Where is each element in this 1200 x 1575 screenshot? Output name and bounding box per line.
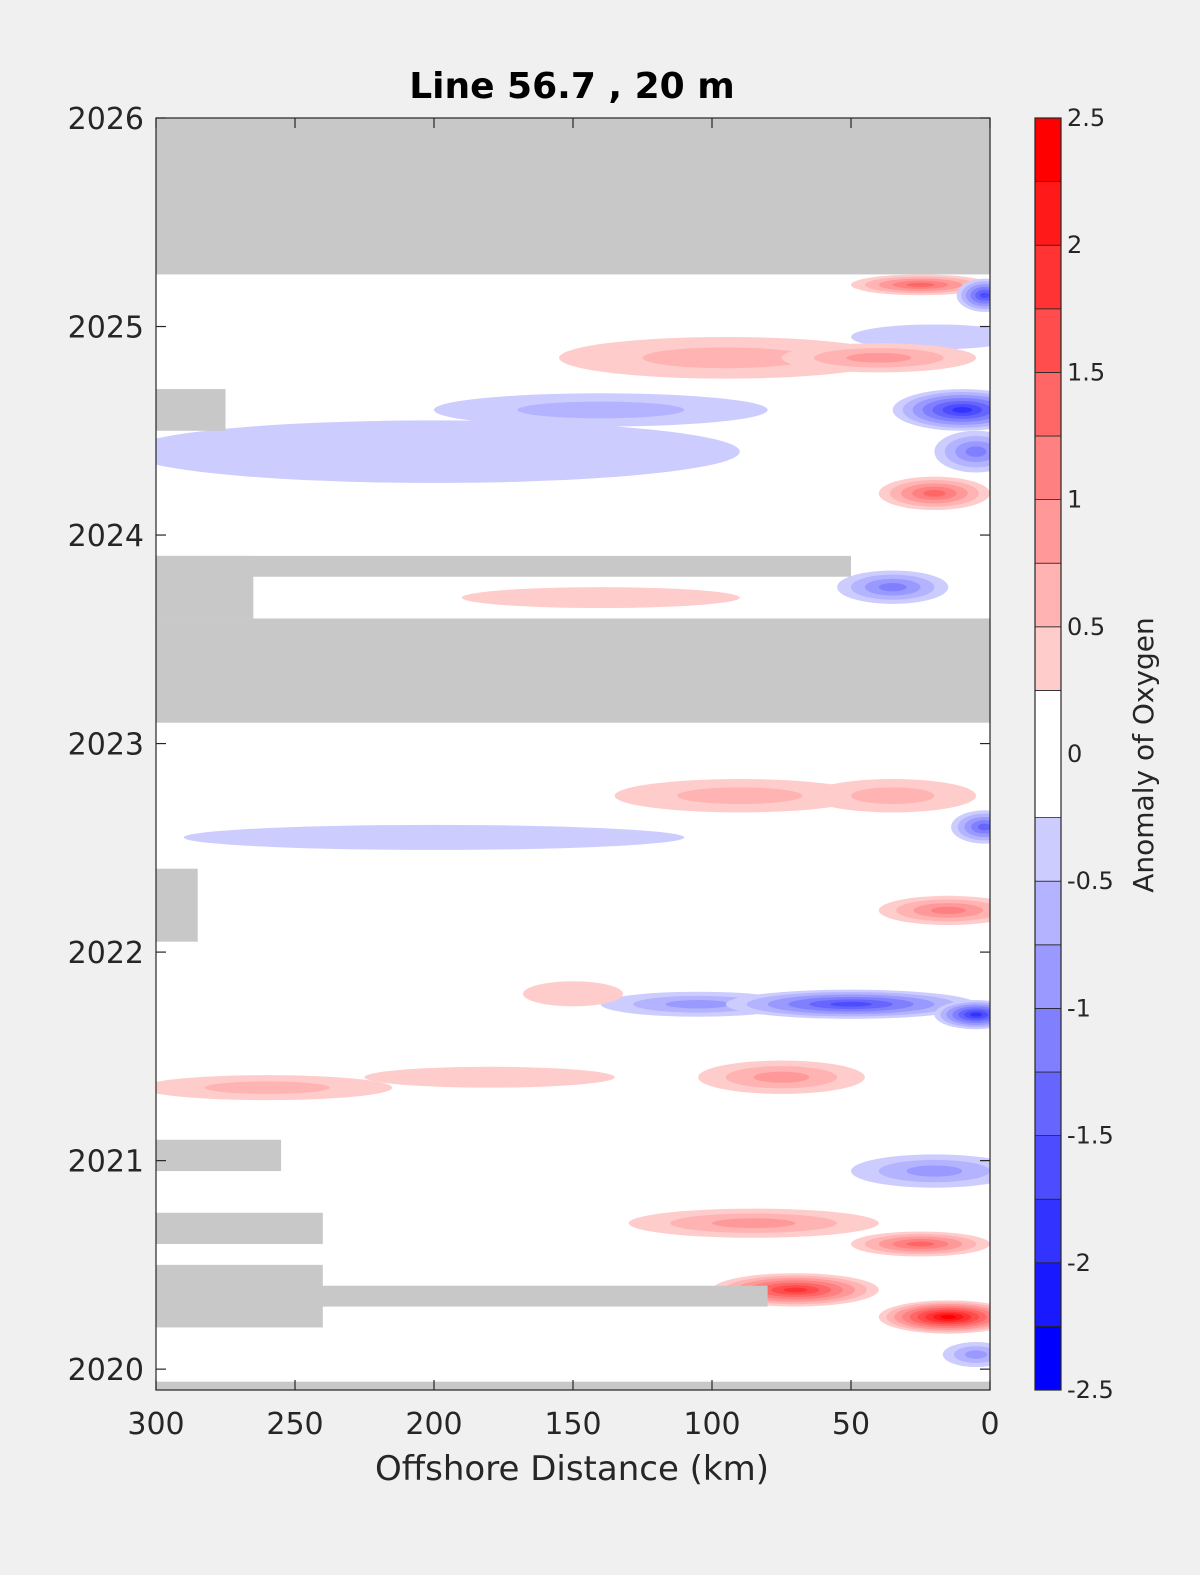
colorbar-segment [1034,1071,1062,1136]
anomaly-contour [906,1241,935,1247]
anomaly-contour [906,1165,963,1177]
anomaly-contour [851,787,935,805]
colorbar-segment [1034,435,1062,500]
x-tick-label: 50 [832,1407,870,1442]
y-tick-label: 2021 [68,1145,144,1180]
nodata-region [156,618,990,723]
colorbar-tick-label: -1 [1067,994,1091,1022]
colorbar-tick-label: -0.5 [1067,867,1114,895]
x-axis-label: Offshore Distance (km) [375,1449,769,1489]
colorbar-label: Anomaly of Oxygen [1127,617,1160,893]
colorbar-segment [1034,499,1062,564]
x-tick-label: 0 [980,1407,999,1442]
colorbar-segment [1034,1135,1062,1200]
anomaly-contour [930,906,966,915]
anomaly-contour [952,406,973,413]
y-tick-label: 2023 [68,728,144,763]
nodata-layer [156,118,990,1390]
nodata-region [156,555,254,619]
anomaly-contour [878,583,907,592]
colorbar-segment [1034,1198,1062,1264]
colorbar-tick-label: 2.5 [1067,104,1105,132]
anomaly-contour [906,282,935,287]
anomaly-contour [965,446,987,457]
y-tick-label: 2024 [68,519,144,554]
anomaly-contour [846,352,912,363]
colorbar-segment [1034,880,1062,946]
anomaly-layer [156,274,990,1368]
nodata-region [156,1139,282,1172]
anomaly-contour [964,1350,988,1359]
x-tick-label: 150 [544,1407,601,1442]
colorbar-tick-label: -2 [1067,1249,1091,1277]
nodata-region [156,868,198,942]
anomaly-contour [977,823,990,831]
colorbar-segment [1034,944,1062,1009]
nodata-region [156,1264,323,1328]
colorbar-segment [1034,626,1062,691]
anomaly-contour [940,1315,957,1320]
colorbar-segment [1034,371,1062,437]
anomaly-contour [753,1071,810,1083]
anomaly-contour [665,1000,731,1009]
anomaly-contour [979,292,990,299]
anomaly-contour [712,1218,796,1229]
plot-area [156,118,990,1390]
anomaly-contour [923,490,946,497]
colorbar-frame [1034,117,1062,1391]
y-tick-label: 2022 [68,936,144,971]
anomaly-contour [156,420,740,483]
colorbar-segment [1034,117,1062,182]
colorbar-segment [1034,562,1062,628]
colorbar-segment [1034,1008,1062,1073]
anomaly-contour [851,324,990,350]
colorbar-tick-label: 2 [1067,231,1082,259]
colorbar-tick-label: 1.5 [1067,358,1105,386]
colorbar-tick-label: -2.5 [1067,1376,1114,1404]
anomaly-contour [183,824,685,850]
x-tick-label: 300 [127,1407,184,1442]
x-tick-label: 250 [266,1407,323,1442]
colorbar-segment [1034,244,1062,310]
x-axis: 300 250 200 150 100 50 0 [127,118,1000,1442]
colorbar-segment [1034,1326,1062,1391]
anomaly-contour [204,1081,330,1094]
colorbar-segment [1034,308,1062,373]
anomaly-contour [522,981,624,1007]
nodata-region [156,118,990,275]
y-tick-label: 2020 [68,1353,144,1388]
anomaly-contour [517,401,685,419]
colorbar: -2.5 -2 -1.5 -1 -0.5 0 0.5 1 1.5 2 2.5 [1034,104,1114,1404]
anomaly-contour [642,347,810,369]
chart-title: Line 56.7 , 20 m [409,66,735,107]
anomaly-contour [970,1012,983,1017]
anomaly-contour [364,1066,615,1088]
anomaly-contour [677,787,803,805]
colorbar-segment [1034,817,1062,882]
colorbar-segment [1034,1262,1062,1327]
y-tick-label: 2025 [68,311,144,346]
colorbar-segment [1034,181,1062,246]
nodata-region [156,389,226,431]
nodata-region [156,1212,323,1245]
colorbar-tick-label: 1 [1067,486,1082,514]
x-tick-label: 200 [405,1407,462,1442]
anomaly-contour [783,1287,808,1293]
anomaly-contour [830,1001,872,1007]
y-tick-label: 2026 [68,102,144,137]
colorbar-tick-label: 0 [1067,740,1082,768]
anomaly-contour [461,587,740,609]
colorbar-tick-label: 0.5 [1067,613,1105,641]
x-tick-label: 100 [683,1407,740,1442]
colorbar-tick-label: -1.5 [1067,1122,1114,1150]
colorbar-segment [1034,690,1062,819]
nodata-region [156,555,851,577]
y-axis: 2020 2021 2022 2023 2024 2025 2026 [68,102,990,1388]
